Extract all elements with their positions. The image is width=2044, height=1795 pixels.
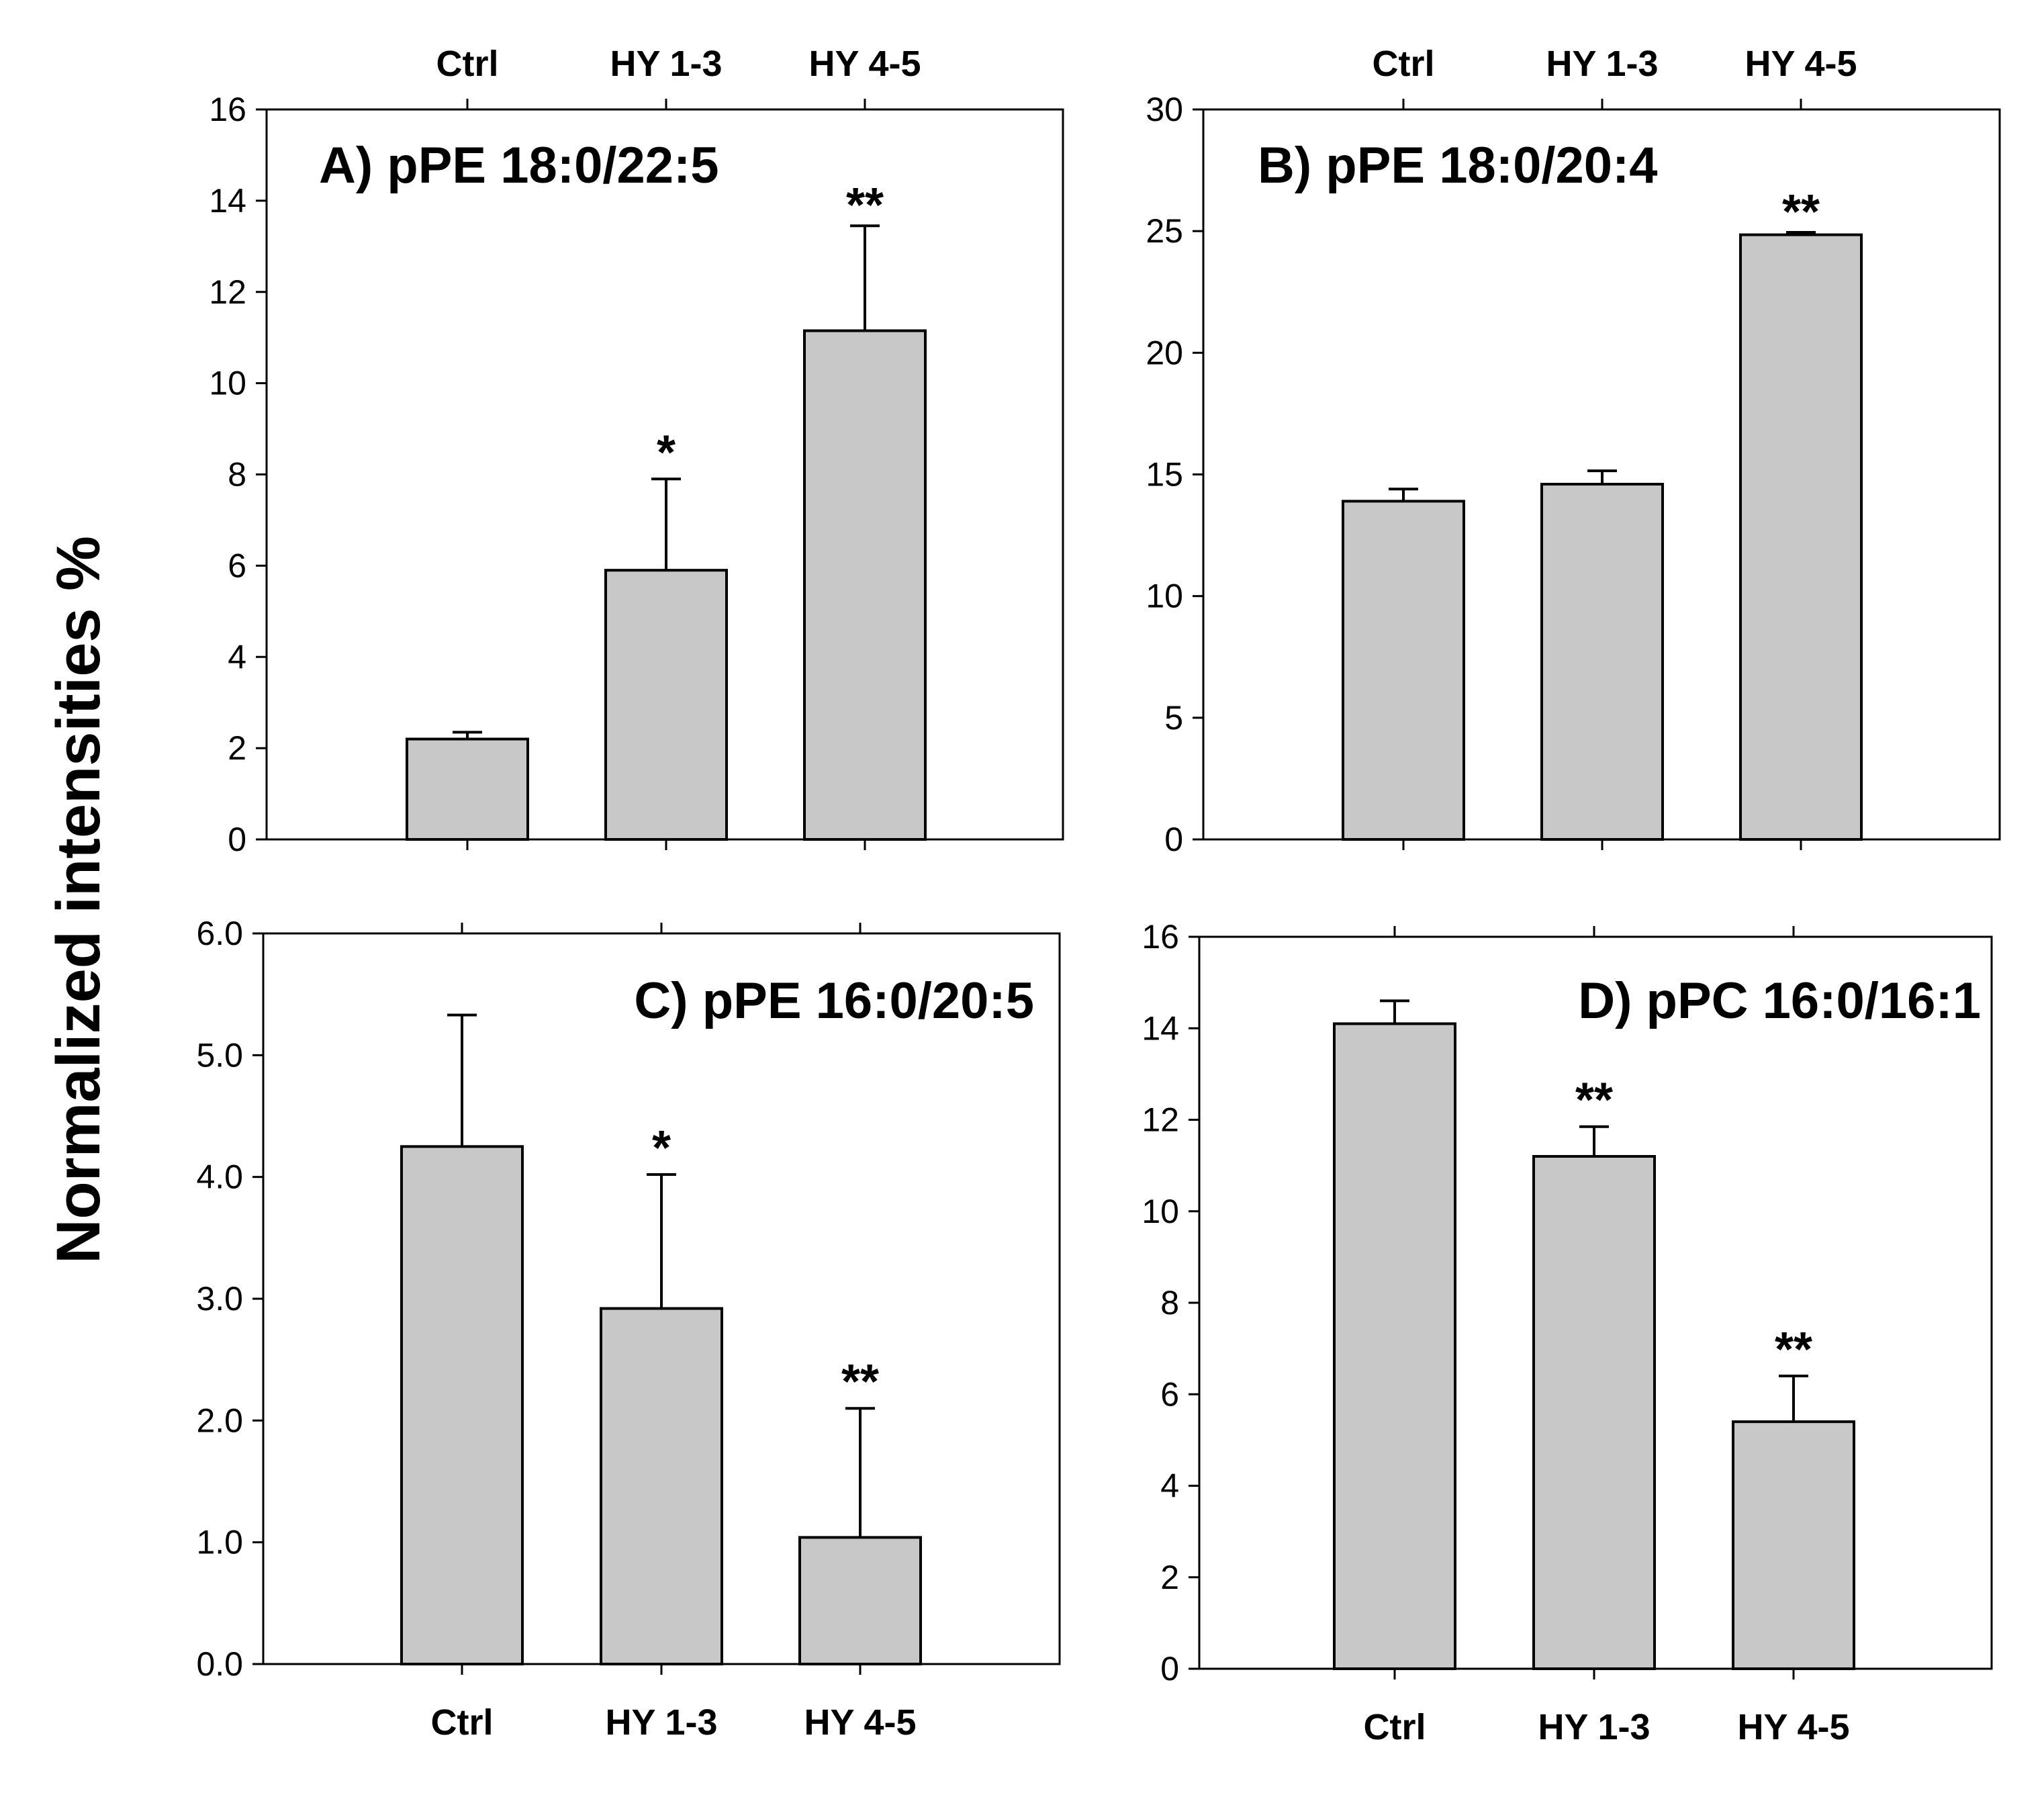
category-label: Ctrl (431, 1702, 494, 1743)
y-tick-label: 14 (1142, 1009, 1179, 1047)
y-tick-label: 25 (1146, 212, 1183, 250)
y-tick-label: 0.0 (196, 1645, 243, 1683)
y-tick-label: 2 (1160, 1559, 1179, 1596)
panel-c: 0.0 1.0 2.0 3.0 4.0 5.0 6.0 Ctrl HY 1-3 * HY 4-5 **… (196, 915, 1061, 1743)
y-tick-label: 6.0 (196, 915, 243, 952)
y-tick-label: 16 (209, 91, 246, 128)
y-tick-label: 1.0 (196, 1524, 243, 1561)
y-tick-label: 14 (209, 182, 246, 220)
y-tick-label: 16 (1142, 918, 1179, 956)
significance-marker: ** (841, 1355, 879, 1409)
bar (803, 329, 927, 841)
significance-marker: ** (846, 179, 884, 232)
y-tick-label: 4 (1160, 1467, 1179, 1505)
category-label: Ctrl (1364, 1707, 1426, 1747)
y-tick-label: 30 (1146, 91, 1183, 128)
bar (406, 737, 529, 841)
panel-title: D) pPC 16:0/16:1 (1578, 972, 1981, 1029)
bar (798, 1536, 922, 1665)
y-tick-label: 2 (228, 729, 246, 767)
category-label: HY 1-3 (1538, 1707, 1650, 1747)
significance-marker: ** (1782, 185, 1820, 239)
significance-marker: * (657, 426, 676, 479)
panel-d: 0 2 4 6 8 10 12 14 16 Ctrl HY 1-3 ** HY 4-5 ** D) pPC … (1142, 918, 1993, 1747)
y-tick-label: 15 (1146, 456, 1183, 494)
y-tick-label: 6 (1160, 1375, 1179, 1413)
bar (1342, 500, 1465, 841)
panel-title: C) pPE 16:0/20:5 (634, 972, 1034, 1029)
bar (600, 1307, 723, 1666)
category-label: HY 1-3 (610, 44, 722, 84)
significance-marker: * (652, 1121, 671, 1175)
category-label: HY 4-5 (1737, 1707, 1849, 1747)
category-label: HY 4-5 (804, 1702, 916, 1743)
y-tick-label: 6 (228, 547, 246, 584)
panel-title: A) pPE 18:0/22:5 (319, 137, 719, 194)
y-tick-label: 12 (1142, 1101, 1179, 1139)
significance-marker: ** (1775, 1323, 1812, 1377)
category-label: HY 4-5 (808, 44, 921, 84)
bar (1739, 233, 1863, 841)
bar (1532, 1155, 1656, 1670)
y-tick-label: 10 (209, 365, 246, 402)
y-tick-label: 3.0 (196, 1280, 243, 1318)
panel-title: B) pPE 18:0/20:4 (1258, 137, 1658, 194)
y-tick-label: 20 (1146, 334, 1183, 371)
y-tick-label: 12 (209, 273, 246, 311)
bar (604, 569, 728, 841)
category-label: HY 1-3 (605, 1702, 717, 1743)
significance-marker: ** (1575, 1074, 1613, 1127)
bar (400, 1145, 524, 1666)
y-tick-label: 8 (1160, 1284, 1179, 1322)
y-tick-label: 5 (1164, 699, 1183, 737)
y-tick-label: 4.0 (196, 1158, 243, 1196)
category-label: HY 4-5 (1745, 44, 1857, 84)
y-tick-label: 10 (1142, 1193, 1179, 1230)
panel-a: 0 2 4 6 8 10 12 14 16 Ctrl HY 1-3 * HY 4-5 ** A) pPE 1… (209, 44, 1064, 858)
bar (1732, 1420, 1855, 1670)
panel-b: 0 5 10 15 20 25 30 Ctrl HY 1-3 HY 4-5 ** B) pPE 18:… (1146, 44, 2001, 858)
y-tick-label: 4 (228, 638, 246, 676)
y-tick-label: 0 (228, 821, 246, 858)
y-tick-label: 0 (1164, 821, 1183, 858)
category-label: HY 1-3 (1546, 44, 1658, 84)
y-tick-label: 10 (1146, 578, 1183, 615)
category-label: Ctrl (1373, 44, 1435, 84)
bar (1333, 1022, 1456, 1670)
bar (1540, 482, 1664, 841)
y-tick-label: 2.0 (196, 1401, 243, 1439)
y-tick-label: 5.0 (196, 1036, 243, 1074)
category-label: Ctrl (436, 44, 499, 84)
y-axis-label: Normalized intensities % (44, 536, 113, 1264)
y-tick-label: 8 (228, 456, 246, 494)
y-tick-label: 0 (1160, 1650, 1179, 1688)
